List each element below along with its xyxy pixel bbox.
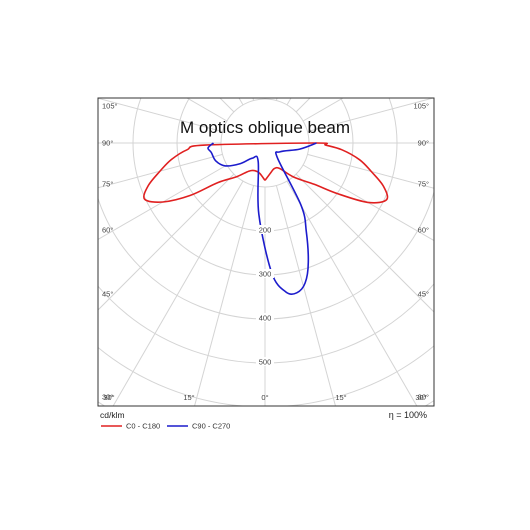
radial-tick-bg [256, 313, 274, 322]
grid-spoke [98, 173, 235, 311]
grid-spoke [286, 180, 418, 406]
grid-spoke [286, 98, 292, 106]
angle-label-left: 90° [102, 139, 113, 148]
grid-spoke [219, 98, 235, 113]
grid-spoke [307, 153, 434, 189]
radial-tick-label: 500 [259, 358, 272, 367]
grid-spoke [295, 173, 434, 313]
grid-spoke [194, 185, 255, 406]
angle-label-bottom: 0° [261, 393, 268, 402]
angle-label-bottom: 30° [103, 393, 114, 402]
angle-label-left: 45° [102, 290, 113, 299]
angle-label-right: 90° [418, 139, 429, 148]
grid-spoke [275, 185, 336, 406]
grid-spoke [238, 98, 244, 106]
efficiency-label: η = 100% [389, 410, 427, 420]
angle-label-left: 105° [102, 102, 118, 111]
grid-spoke [275, 98, 278, 101]
radial-tick-label: 400 [259, 314, 272, 323]
angle-label-right: 60° [418, 226, 429, 235]
radial-tick-labels: 200 300 400 500 [256, 225, 274, 367]
grid-spoke [295, 98, 311, 113]
unit-label: cd/klm [100, 410, 125, 420]
legend-label-c90-c270: C90 - C270 [192, 422, 230, 431]
angle-label-left: 30° [102, 393, 113, 402]
angle-label-left: 60° [102, 226, 113, 235]
radial-tick-bg [256, 357, 274, 366]
grid-spoke [112, 180, 244, 406]
radial-tick-bg [256, 269, 274, 278]
chart-title: M optics oblique beam [180, 118, 350, 137]
series-layer [143, 142, 389, 295]
angle-label-right: 30° [418, 393, 429, 402]
angle-label-left: 75° [102, 180, 113, 189]
grid-spoke [98, 164, 228, 240]
angle-label-right: 45° [418, 290, 429, 299]
angle-label-bottom: 30° [415, 393, 426, 402]
grid-spoke [302, 164, 434, 242]
series-curve-c90-c270 [207, 142, 317, 295]
angle-label-right: 75° [418, 180, 429, 189]
grid-spoke [98, 153, 223, 189]
grid-spoke [252, 98, 255, 101]
radial-tick-label: 300 [259, 270, 272, 279]
angle-labels: 105° 90° 75° 60° 45° 30° 105° 90° 75° 60° 45° 30° 30… [102, 102, 429, 403]
series-curve-c0-c180 [143, 142, 389, 204]
grid-spoke [98, 98, 223, 133]
radial-tick-bg [256, 225, 274, 234]
angle-label-bottom: 15° [183, 393, 194, 402]
angle-label-right: 105° [413, 102, 429, 111]
legend-label-c0-c180: C0 - C180 [126, 422, 160, 431]
plot-frame [97, 97, 435, 407]
angle-label-bottom: 15° [335, 393, 346, 402]
grid-spoke [307, 98, 434, 133]
radial-tick-label: 200 [259, 226, 272, 235]
